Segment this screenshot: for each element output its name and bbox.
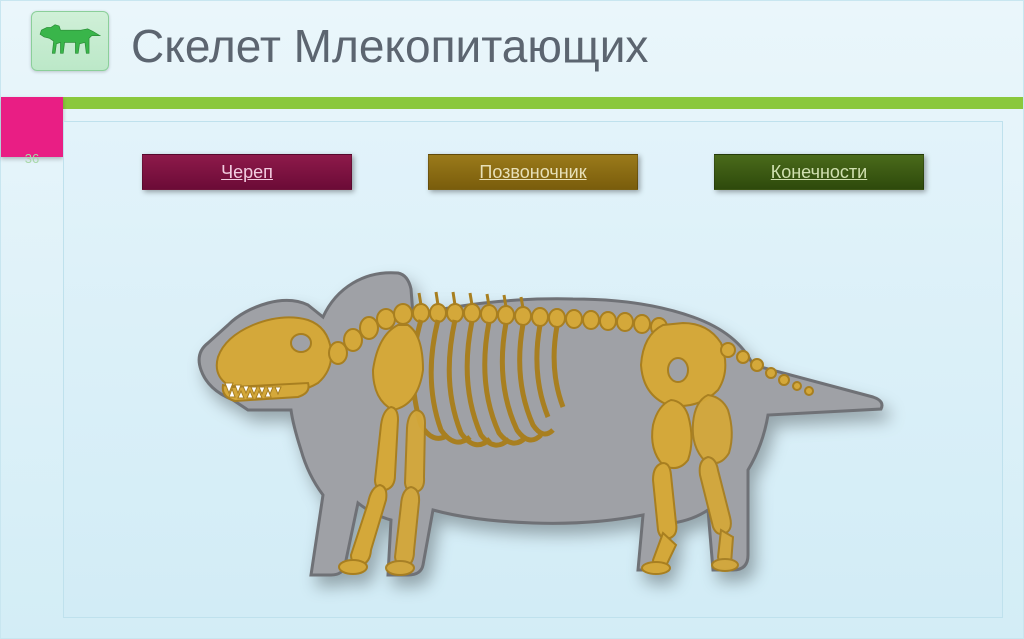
accent-block — [1, 97, 63, 157]
button-row: Череп Позвоночник Конечности — [64, 154, 1002, 190]
skull-button[interactable]: Череп — [142, 154, 352, 190]
content-panel: Череп Позвоночник Конечности — [63, 121, 1003, 618]
accent-bar — [63, 97, 1023, 109]
dog-silhouette-icon — [36, 15, 104, 68]
limbs-button[interactable]: Конечности — [714, 154, 924, 190]
diagram-container — [64, 212, 1002, 617]
slide-title: Скелет Млекопитающих — [131, 19, 648, 73]
page-number: 36 — [1, 151, 63, 166]
pelvis — [641, 323, 725, 406]
limbs-button-label: Конечности — [771, 162, 867, 183]
slide: Скелет Млекопитающих 36 Череп Позвоночни… — [0, 0, 1024, 639]
slide-icon-box — [31, 11, 109, 71]
spine-button[interactable]: Позвоночник — [428, 154, 638, 190]
skull-button-label: Череп — [221, 162, 273, 183]
mammal-skeleton-diagram — [173, 225, 893, 605]
spine-button-label: Позвоночник — [479, 162, 586, 183]
